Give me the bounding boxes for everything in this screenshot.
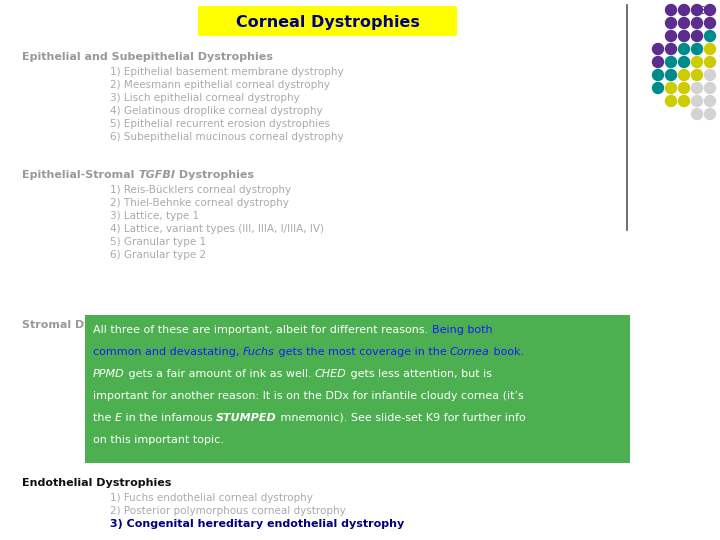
Circle shape (691, 44, 703, 55)
Circle shape (665, 30, 677, 42)
Text: PPMD: PPMD (93, 369, 125, 379)
FancyBboxPatch shape (198, 6, 457, 36)
Circle shape (665, 70, 677, 80)
Text: Dystrophies: Dystrophies (175, 170, 254, 180)
Circle shape (652, 70, 664, 80)
Circle shape (678, 83, 690, 93)
Text: 5) Epithelial recurrent erosion dystrophies: 5) Epithelial recurrent erosion dystroph… (110, 119, 330, 129)
Text: 5) Granular type 1: 5) Granular type 1 (110, 237, 206, 247)
Circle shape (704, 44, 716, 55)
Text: 3) Congenital hereditary endothelial dystrophy: 3) Congenital hereditary endothelial dys… (110, 519, 404, 529)
Circle shape (678, 30, 690, 42)
Circle shape (665, 83, 677, 93)
Circle shape (704, 109, 716, 119)
Text: gets a fair amount of ink as well.: gets a fair amount of ink as well. (125, 369, 315, 379)
Circle shape (678, 44, 690, 55)
Text: 2) Meesmann epithelial corneal dystrophy: 2) Meesmann epithelial corneal dystrophy (110, 80, 330, 90)
Circle shape (665, 17, 677, 29)
Circle shape (665, 96, 677, 106)
Circle shape (678, 17, 690, 29)
Text: 38: 38 (700, 6, 712, 16)
Circle shape (704, 57, 716, 68)
Circle shape (691, 57, 703, 68)
Text: Epithelial-Stromal: Epithelial-Stromal (22, 170, 138, 180)
Bar (85, 315, 630, 463)
Text: 1) Epithelial basement membrane dystrophy: 1) Epithelial basement membrane dystroph… (110, 67, 343, 77)
Text: TGFBI: TGFBI (138, 170, 175, 180)
Text: 3) Lattice, type 1: 3) Lattice, type 1 (110, 211, 199, 221)
Text: CHED: CHED (315, 369, 347, 379)
Circle shape (678, 57, 690, 68)
Text: 2) Posterior polymorphous corneal dystrophy: 2) Posterior polymorphous corneal dystro… (110, 506, 346, 516)
Circle shape (704, 96, 716, 106)
Text: the: the (93, 413, 115, 423)
Text: 1) Reis-Bücklers corneal dystrophy: 1) Reis-Bücklers corneal dystrophy (110, 185, 291, 195)
Circle shape (691, 70, 703, 80)
Text: mnemonic). See slide-set K9 for further info: mnemonic). See slide-set K9 for further … (277, 413, 526, 423)
Text: important for another reason: It is on the DDx for infantile cloudy cornea (it’s: important for another reason: It is on t… (93, 391, 523, 401)
Circle shape (652, 44, 664, 55)
Circle shape (704, 4, 716, 16)
Text: in the infamous: in the infamous (122, 413, 216, 423)
Circle shape (704, 70, 716, 80)
Circle shape (691, 109, 703, 119)
Text: E: E (115, 413, 122, 423)
Circle shape (652, 83, 664, 93)
Text: 2) Thiel-Behnke corneal dystrophy: 2) Thiel-Behnke corneal dystrophy (110, 198, 289, 208)
Circle shape (665, 44, 677, 55)
Circle shape (652, 57, 664, 68)
Text: STUMPED: STUMPED (216, 413, 277, 423)
Circle shape (704, 83, 716, 93)
Circle shape (665, 57, 677, 68)
Text: gets the most coverage in the: gets the most coverage in the (274, 347, 450, 357)
Circle shape (691, 83, 703, 93)
Text: common and devastating,: common and devastating, (93, 347, 243, 357)
Circle shape (691, 4, 703, 16)
Text: Fuchs: Fuchs (243, 347, 274, 357)
Circle shape (691, 96, 703, 106)
Text: gets less attention, but is: gets less attention, but is (347, 369, 492, 379)
Circle shape (691, 30, 703, 42)
Text: Cornea: Cornea (450, 347, 490, 357)
Text: 6) Granular type 2: 6) Granular type 2 (110, 250, 206, 260)
Circle shape (691, 17, 703, 29)
Text: Corneal Dystrophies: Corneal Dystrophies (235, 15, 420, 30)
Text: book.: book. (490, 347, 524, 357)
Text: 3) Lisch epithelial corneal dystrophy: 3) Lisch epithelial corneal dystrophy (110, 93, 300, 103)
Circle shape (704, 30, 716, 42)
Text: Endothelial Dystrophies: Endothelial Dystrophies (22, 478, 171, 488)
Circle shape (678, 96, 690, 106)
Circle shape (665, 4, 677, 16)
Text: 4) Gelatinous droplike corneal dystrophy: 4) Gelatinous droplike corneal dystrophy (110, 106, 323, 116)
Circle shape (678, 4, 690, 16)
Text: 1) Fuchs endothelial corneal dystrophy: 1) Fuchs endothelial corneal dystrophy (110, 493, 313, 503)
Text: Epithelial and Subepithelial Dystrophies: Epithelial and Subepithelial Dystrophies (22, 52, 273, 62)
Text: Being both: Being both (432, 325, 492, 335)
Text: on this important topic.: on this important topic. (93, 435, 224, 445)
Circle shape (704, 17, 716, 29)
Text: All three of these are important, albeit for different reasons.: All three of these are important, albeit… (93, 325, 432, 335)
Text: 6) Subepithelial mucinous corneal dystrophy: 6) Subepithelial mucinous corneal dystro… (110, 132, 343, 142)
Text: Stromal Dystrophies: Stromal Dystrophies (22, 320, 150, 330)
Circle shape (678, 70, 690, 80)
Text: 4) Lattice, variant types (III, IIIA, I/IIIA, IV): 4) Lattice, variant types (III, IIIA, I/… (110, 224, 324, 234)
